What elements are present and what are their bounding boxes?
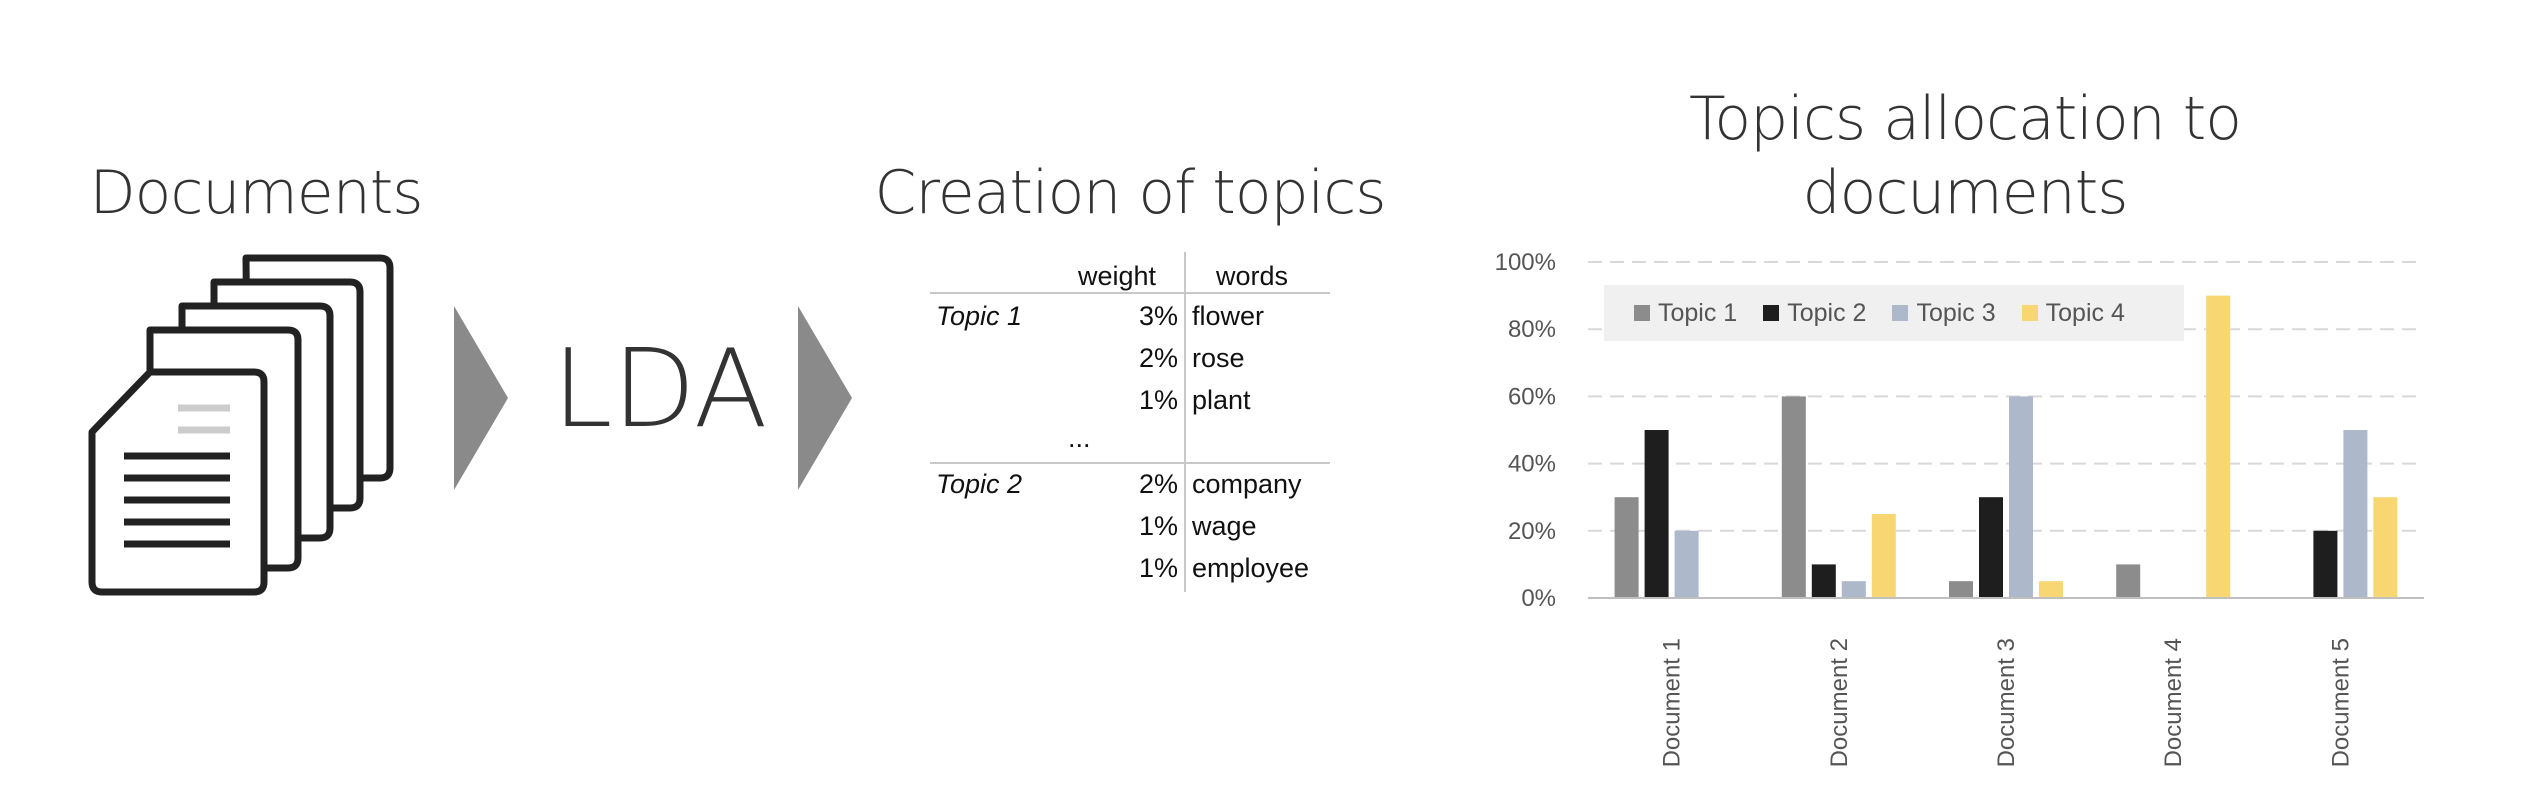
bar [2343,430,2368,598]
legend-label: Topic 2 [1787,298,1867,327]
topic-2-word-1: company [1192,469,1302,499]
topic-2-weight-3: 1% [1138,553,1178,583]
bar [2009,396,2033,598]
allocation-chart: 0% 20% 40% 60% 80% 100% Document 1 Document 2 Do… [1495,249,2424,767]
bar [2206,295,2231,598]
bar [1871,514,1896,598]
legend-swatch [1763,305,1780,321]
documents-title: Documents [89,158,423,228]
topics-allocation-title: Topics allocation to documents [1600,82,2330,230]
words-header: words [1216,261,1289,291]
y-tick-label: 40% [1508,451,1556,478]
topic-1-weight-2: 2% [1138,343,1178,373]
topic-table: weight words Topic 1 3% flower 2% rose 1… [930,250,1330,592]
legend-label: Topic 4 [2045,298,2125,327]
legend-swatch [1634,305,1650,321]
bar [1811,564,1836,598]
bar [1674,530,1699,598]
bar [1979,497,2003,598]
bar [2313,530,2338,598]
topic-2-word-3: employee [1192,553,1310,583]
legend-item-topic-2: Topic 2 [1763,299,1866,328]
bar [1781,396,1806,598]
y-tick-label: 0% [1521,585,1556,612]
chevron-right-icon [798,306,852,490]
chart-legend: Topic 1 Topic 2 Topic 3 Topic 4 [1604,285,2184,341]
table-ellipsis: ... [1068,423,1091,453]
y-tick-label: 20% [1508,518,1556,545]
topic-1-weight-3: 1% [1138,385,1178,415]
topic-1-name: Topic 1 [936,301,1023,331]
bar [2373,497,2398,598]
y-tick-label: 60% [1508,383,1556,410]
topic-1-word-2: rose [1192,343,1245,373]
topics-allocation-title-line1: Topics allocation to [1688,84,2242,154]
topic-2-word-2: wage [1192,511,1257,541]
bar [2116,564,2141,598]
table-vertical-divider [1184,252,1186,592]
bar [2039,581,2063,598]
y-tick-label: 100% [1495,249,1556,276]
bar [1841,581,1866,598]
legend-item-topic-3: Topic 3 [1892,298,1996,328]
chevron-right-icon [454,306,508,490]
legend-item-topic-4: Topic 4 [2021,298,2125,328]
topic-1-word-1: flower [1192,301,1265,331]
legend-item-topic-1: Topic 1 [1634,299,1737,328]
bar [1949,581,1973,598]
x-tick-label: Document 4 [2160,638,2187,767]
bar [1614,497,1639,598]
y-tick-label: 80% [1508,316,1556,343]
x-tick-label: Document 2 [1826,638,1853,767]
legend-swatch [1892,305,1909,321]
table-header-divider [930,292,1330,294]
weight-header: weight [1078,261,1157,291]
topic-1-weight-1: 3% [1138,301,1178,331]
legend-label: Topic 3 [1916,298,1996,327]
legend-label: Topic 1 [1658,298,1738,327]
topic-2-name: Topic 2 [936,469,1023,499]
topic-2-weight-1: 2% [1138,469,1178,499]
table-topic-divider [930,462,1330,464]
legend-swatch [2021,305,2038,321]
x-tick-label: Document 1 [1659,638,1686,767]
lda-label: LDA [552,327,768,452]
x-tick-label: Document 5 [2327,638,2354,767]
x-tick-label: Document 3 [1993,638,2020,767]
bar [1644,430,1669,598]
creation-of-topics-title: Creation of topics [874,158,1386,228]
topics-allocation-title-line2: documents [1802,158,2129,228]
topic-1-word-3: plant [1192,385,1251,415]
topic-2-weight-2: 1% [1138,511,1178,541]
document-lines [124,404,230,548]
